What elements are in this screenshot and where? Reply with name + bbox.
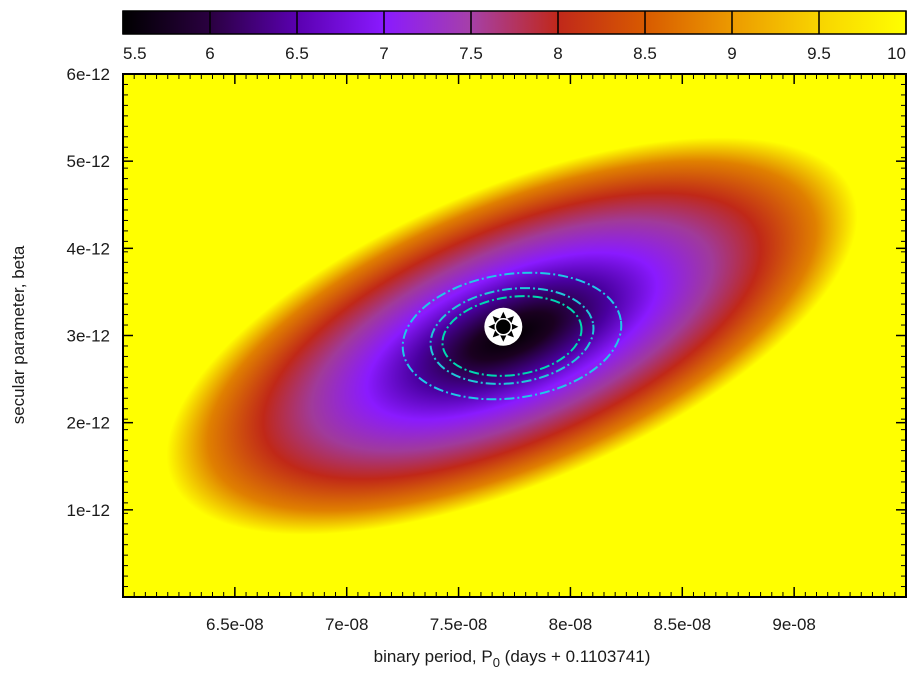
colorbar-tick-label: 8.5 xyxy=(633,44,657,63)
x-tick-label: 6.5e-08 xyxy=(206,615,264,634)
x-tick-label: 7.5e-08 xyxy=(430,615,488,634)
minimum-marker-ray xyxy=(507,316,514,323)
colorbar-tick-label: 5.5 xyxy=(123,44,147,63)
colorbar-tick-label: 9.5 xyxy=(807,44,831,63)
minimum-marker-ray xyxy=(507,330,514,338)
y-tick-label: 4e-12 xyxy=(67,239,110,258)
colorbar-tick-label: 8 xyxy=(553,44,562,63)
colorbar-tick-label: 6.5 xyxy=(285,44,309,63)
y-tick-label: 1e-12 xyxy=(67,501,110,520)
minimum-marker-core xyxy=(494,318,513,336)
y-axis-ticks: 1e-12 2e-12 3e-12 4e-12 5e-12 6e-12 xyxy=(67,65,906,598)
colorbar-tick-label: 6 xyxy=(205,44,214,63)
colorbar-ticks: 5.5 6 6.5 7 7.5 8 8.5 9 9.5 10 xyxy=(122,11,907,63)
plot-area xyxy=(123,74,906,597)
minimum-marker-ray xyxy=(492,330,500,338)
y-tick-label: 3e-12 xyxy=(67,327,110,346)
colorbar-tick-label: 7 xyxy=(379,44,388,63)
x-tick-label: 7e-08 xyxy=(325,615,368,634)
colorbar-gradient xyxy=(122,10,907,35)
x-axis-label: binary period, P0 (days + 0.1103741) xyxy=(374,647,651,670)
colorbar: 5.5 6 6.5 7 7.5 8 8.5 9 9.5 10 xyxy=(122,10,907,63)
y-tick-label: 6e-12 xyxy=(67,65,110,84)
x-tick-label: 8e-08 xyxy=(549,615,592,634)
minimum-marker-ray xyxy=(511,323,519,330)
contour-inner xyxy=(441,295,583,377)
minimum-marker-ray xyxy=(500,311,507,319)
minimum-marker xyxy=(484,307,523,346)
colorbar-tick-label: 9 xyxy=(727,44,736,63)
y-tick-label: 2e-12 xyxy=(67,414,110,433)
minimum-marker-ray xyxy=(488,323,495,330)
x-axis-ticks: 6.5e-08 7e-08 7.5e-08 8e-08 8.5e-08 9e-08 xyxy=(122,74,907,634)
x-tick-label: 9e-08 xyxy=(772,615,815,634)
y-tick-label: 5e-12 xyxy=(67,152,110,171)
y-axis-label: secular parameter, beta xyxy=(9,245,28,424)
colorbar-tick-label: 7.5 xyxy=(459,44,483,63)
minimum-marker-ray xyxy=(500,335,507,342)
colorbar-tick-label: 10 xyxy=(887,44,906,63)
x-tick-label: 8.5e-08 xyxy=(653,615,711,634)
minimum-marker-ray xyxy=(492,316,500,323)
